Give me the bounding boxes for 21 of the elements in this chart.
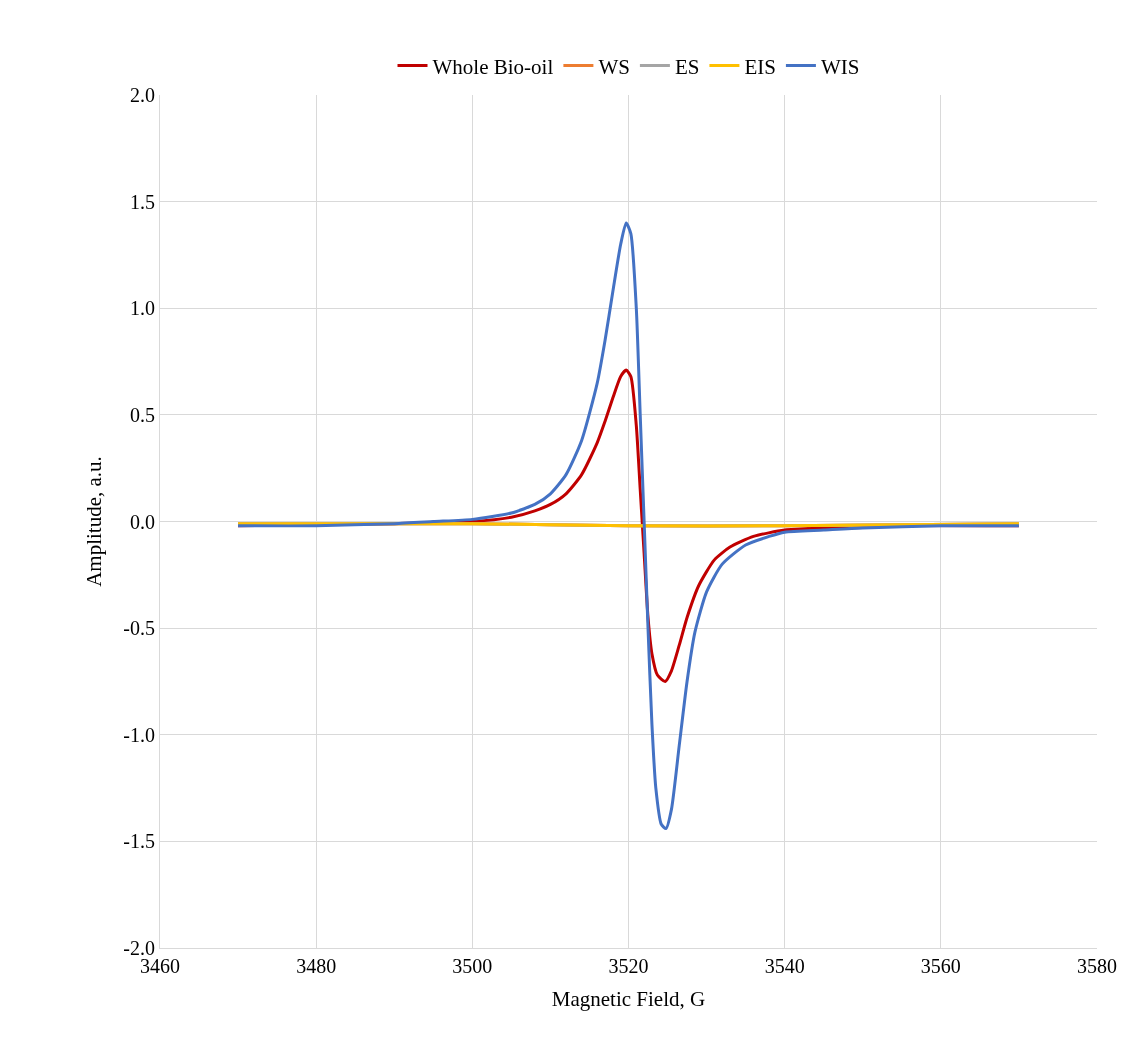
legend-label: WS [598,54,630,79]
x-tick-label: 3520 [608,955,649,977]
y-tick-label: 0.5 [130,403,155,426]
y-tick-label: 1.0 [130,297,155,320]
x-tick-label: 3500 [452,955,493,977]
y-tick-label: -1.0 [123,723,155,746]
x-axis-title: Magnetic Field, G [551,987,706,1012]
legend-label: WIS [820,54,860,79]
y-tick-label: -0.5 [123,617,155,640]
legend-label: ES [674,54,700,79]
y-axis-title: Amplitude, a.u. [82,456,107,587]
x-tick-label: 3580 [1077,955,1117,977]
x-tick-label: 3540 [764,955,805,977]
legend-label: Whole Bio-oil [432,54,554,79]
x-tick-label: 3560 [920,955,961,977]
x-tick-label: 3480 [296,955,337,977]
y-tick-label: 2.0 [130,84,155,106]
y-tick-label: 0.0 [130,510,155,533]
y-tick-label: 1.5 [130,190,155,213]
legend-label: EIS [744,54,776,79]
y-tick-label: -1.5 [123,830,155,853]
